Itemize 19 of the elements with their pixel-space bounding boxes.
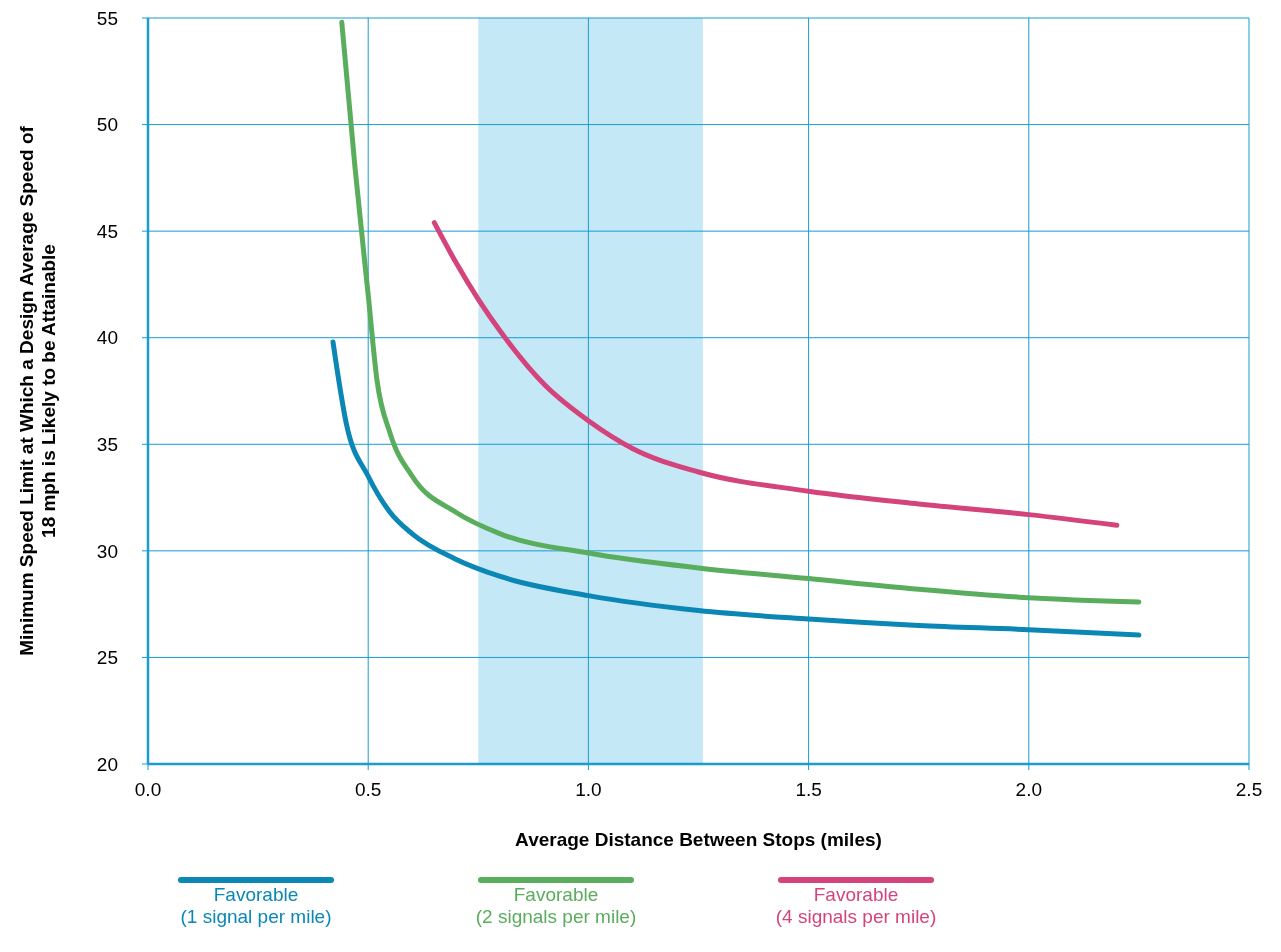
y-tick-label: 20 bbox=[96, 753, 118, 775]
y-tick-label: 25 bbox=[96, 647, 118, 669]
text: Favorable (2 signals per mile) bbox=[475, 884, 637, 927]
x-tick-label: 1.5 bbox=[795, 779, 822, 800]
y-tick-label: 50 bbox=[96, 114, 118, 136]
text: Favorable (1 signal per mile) bbox=[180, 884, 332, 927]
y-tick-label: 35 bbox=[96, 433, 118, 455]
x-tick-label: 2.5 bbox=[1235, 779, 1263, 800]
text: Favorable (4 signals per mile) bbox=[775, 884, 937, 927]
y-axis-title: Minimum Speed Limit at Which a Design Average Speed of 18 mph is Likely to be Attainable bbox=[16, 125, 59, 656]
y-tick-label: 55 bbox=[96, 7, 118, 29]
x-axis-title: Average Distance Between Stops (miles) bbox=[515, 829, 882, 850]
x-tick-label: 0.5 bbox=[354, 779, 382, 800]
x-tick-label: 2.0 bbox=[1015, 779, 1043, 800]
x-tick-label: 0.0 bbox=[134, 779, 162, 800]
y-tick-label: 45 bbox=[96, 220, 118, 242]
y-tick-label: 40 bbox=[96, 327, 118, 349]
y-tick-label: 30 bbox=[96, 540, 118, 562]
x-tick-label: 1.0 bbox=[575, 779, 602, 800]
